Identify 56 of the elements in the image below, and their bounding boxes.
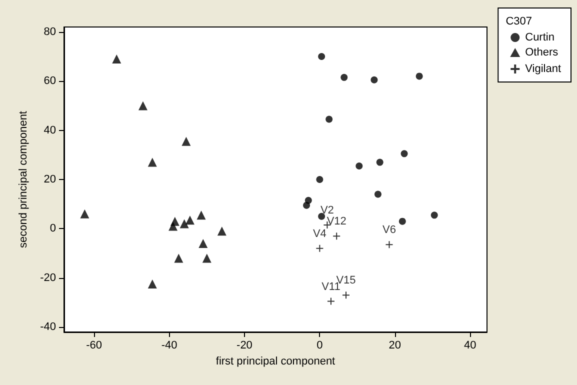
point — [370, 76, 378, 84]
x-tick-label: 20 — [388, 340, 402, 352]
x-tick-label: -20 — [236, 340, 252, 352]
point — [316, 244, 324, 252]
point — [342, 291, 350, 300]
data-label: V2 — [320, 204, 334, 217]
legend-label: Curtin — [525, 32, 554, 44]
point — [202, 254, 212, 263]
point — [416, 72, 423, 80]
point — [316, 176, 324, 183]
point — [318, 53, 326, 60]
y-tick-label: -40 — [40, 321, 56, 334]
legend-title: C307 — [506, 16, 532, 28]
point — [326, 116, 333, 123]
point — [182, 136, 191, 146]
point — [80, 209, 90, 218]
x-axis-title: first principal component — [216, 356, 336, 368]
point — [340, 74, 348, 81]
data-label: V12 — [326, 216, 346, 228]
point — [148, 280, 157, 289]
point — [356, 162, 363, 170]
data-label: V6 — [382, 224, 396, 236]
y-axis-title: second principal component — [18, 111, 30, 248]
point — [318, 212, 326, 220]
point — [174, 254, 184, 263]
point — [138, 101, 148, 110]
y-tick-label: 0 — [50, 222, 56, 235]
x-tick-label: -40 — [161, 340, 178, 352]
point — [196, 210, 206, 220]
x-tick-label: -60 — [86, 340, 102, 352]
x-tick-label: 0 — [316, 340, 323, 352]
y-tick-label: 60 — [44, 75, 56, 88]
point — [112, 54, 122, 64]
legend-label: Vigilant — [525, 63, 562, 75]
point — [374, 190, 382, 198]
legend-label: Others — [525, 46, 559, 58]
data-label: V4 — [312, 228, 326, 240]
point — [430, 212, 438, 219]
y-tick-label: 20 — [44, 174, 56, 186]
point — [180, 219, 189, 228]
point — [148, 158, 157, 167]
y-tick-label: 40 — [44, 124, 56, 136]
point — [326, 297, 335, 306]
point — [304, 196, 312, 204]
point — [376, 158, 384, 166]
point — [198, 238, 208, 248]
point — [332, 232, 341, 240]
y-tick-label: -20 — [40, 272, 56, 284]
point — [385, 240, 394, 249]
point — [400, 150, 408, 158]
point — [185, 216, 194, 225]
y-tick-label: 80 — [44, 26, 56, 38]
x-tick-label: 40 — [464, 340, 476, 352]
point — [398, 218, 406, 225]
point — [170, 216, 180, 226]
point — [217, 226, 226, 236]
